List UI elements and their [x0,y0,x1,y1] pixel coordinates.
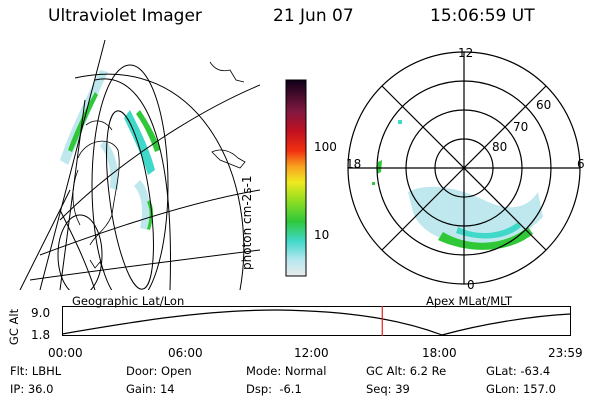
polar-lat-70: 70 [513,120,529,134]
time-tick-0600: 06:00 [168,346,203,360]
alt-tick-9: 9.0 [31,306,51,320]
observation-date: 21 Jun 07 [273,6,354,26]
info-gc-alt: GC Alt: 6.2 Re [366,364,446,378]
info-glon-key: GLon: [486,382,520,396]
info-mode: Mode: Normal [246,364,326,378]
info-glon: GLon: 157.0 [486,382,556,396]
colorbar-tick-100: 100 [314,140,337,154]
altitude-curve [62,309,571,336]
info-ip: IP: 36.0 [10,382,53,396]
info-gc-alt-key: GC Alt: [366,364,407,378]
info-glon-value: 157.0 [522,382,556,396]
polar-plot [347,51,581,285]
geo-coastline [72,61,246,273]
info-gain-value: 14 [159,382,175,396]
gc-alt-axis-label: GC Alt [7,308,22,346]
time-tick-2359: 23:59 [548,346,583,360]
info-flt: Flt: LBHL [10,364,61,378]
info-glat-value: -63.4 [520,364,551,378]
info-dsp: Dsp: -6.1 [246,382,302,396]
info-gc-alt-value: 6.2 Re [409,364,447,378]
info-flt-key: Flt: [10,364,29,378]
info-glat: GLat: -63.4 [486,364,550,378]
info-dsp-key: Dsp: [246,382,273,396]
time-tick-0000: 00:00 [48,346,83,360]
polar-lat-60: 60 [536,98,552,112]
info-gain-key: Gain: [126,382,157,396]
info-door: Door: Open [126,364,192,378]
info-mode-key: Mode: [246,364,282,378]
geographic-image-panel [19,40,260,290]
info-seq-value: 39 [395,382,410,396]
info-seq: Seq: 39 [366,382,410,396]
apex-title: Apex MLat/MLT [426,294,513,308]
time-tick-1800: 18:00 [422,346,457,360]
info-gain: Gain: 14 [126,382,175,396]
info-seq-key: Seq: [366,382,392,396]
info-dsp-value: -6.1 [272,382,302,396]
observation-time: 15:06:59 UT [430,6,535,26]
alt-tick-1.8: 1.8 [31,328,51,342]
colorbar-label: photon cm-2s-1 [240,175,254,271]
polar-grid [347,51,581,285]
polar-mlt-0: 0 [467,278,475,292]
polar-lat-80: 80 [492,140,508,154]
info-ip-key: IP: [10,382,25,396]
info-glat-key: GLat: [486,364,517,378]
polar-mlt-6: 6 [577,157,585,171]
info-door-key: Door: [126,364,158,378]
altitude-plot [62,306,571,336]
time-tick-1200: 12:00 [294,346,329,360]
app-title: Ultraviolet Imager [48,6,202,26]
info-ip-value: 36.0 [27,382,54,396]
color-scale-bar [285,79,307,277]
info-door-value: Open [160,364,192,378]
polar-aurora-emission [372,120,543,250]
polar-mlt-12: 12 [458,46,474,60]
polar-mlt-18: 18 [346,157,362,171]
geo-grid [19,40,260,290]
colorbar-tick-10: 10 [314,228,330,242]
geographic-title: Geographic Lat/Lon [72,294,185,308]
info-mode-value: Normal [284,364,327,378]
info-flt-value: LBHL [31,364,62,378]
